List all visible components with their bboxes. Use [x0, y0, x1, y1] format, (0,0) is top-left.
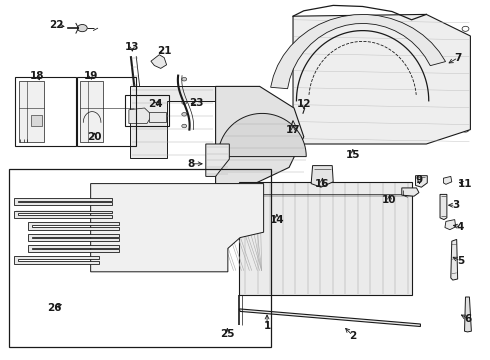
- Text: 5: 5: [457, 256, 464, 266]
- Polygon shape: [451, 239, 458, 280]
- Text: 17: 17: [286, 125, 300, 135]
- Bar: [15, 77, 76, 146]
- Bar: [125, 95, 169, 126]
- Text: 13: 13: [125, 42, 140, 52]
- Polygon shape: [293, 14, 470, 144]
- Polygon shape: [19, 81, 44, 142]
- Text: 21: 21: [157, 46, 172, 56]
- Polygon shape: [416, 176, 427, 187]
- Polygon shape: [130, 86, 216, 158]
- Text: 11: 11: [458, 179, 473, 189]
- Bar: [31, 115, 42, 126]
- Bar: [77, 77, 136, 146]
- Polygon shape: [28, 222, 119, 230]
- Circle shape: [247, 288, 253, 292]
- Text: 16: 16: [315, 179, 330, 189]
- Text: 9: 9: [416, 175, 423, 185]
- Polygon shape: [465, 297, 471, 332]
- Polygon shape: [239, 182, 412, 295]
- Polygon shape: [402, 188, 419, 196]
- Circle shape: [368, 288, 374, 292]
- Polygon shape: [28, 234, 119, 241]
- Circle shape: [399, 288, 405, 292]
- Text: 12: 12: [296, 99, 311, 109]
- Circle shape: [300, 113, 307, 118]
- Circle shape: [182, 101, 187, 104]
- Text: 24: 24: [148, 99, 163, 109]
- Polygon shape: [91, 184, 264, 272]
- Polygon shape: [14, 198, 112, 205]
- Circle shape: [308, 288, 314, 292]
- Polygon shape: [311, 166, 333, 187]
- Circle shape: [277, 288, 283, 292]
- Text: 20: 20: [87, 132, 102, 142]
- Polygon shape: [206, 144, 229, 176]
- Text: 4: 4: [457, 222, 465, 232]
- Text: 1: 1: [264, 321, 270, 331]
- Circle shape: [182, 112, 187, 116]
- Polygon shape: [440, 194, 447, 220]
- Circle shape: [77, 24, 87, 32]
- Circle shape: [338, 288, 344, 292]
- Polygon shape: [270, 14, 445, 89]
- Circle shape: [290, 126, 296, 130]
- Bar: [103, 194, 114, 202]
- Polygon shape: [80, 81, 103, 142]
- Polygon shape: [218, 113, 306, 157]
- Polygon shape: [14, 256, 99, 264]
- Text: 6: 6: [465, 314, 471, 324]
- Polygon shape: [151, 55, 167, 68]
- Polygon shape: [28, 245, 119, 252]
- Text: 10: 10: [382, 195, 397, 205]
- Polygon shape: [14, 211, 112, 218]
- Text: 18: 18: [29, 71, 44, 81]
- Text: 3: 3: [452, 200, 459, 210]
- Polygon shape: [129, 108, 152, 123]
- Text: 15: 15: [345, 150, 360, 160]
- Polygon shape: [149, 112, 166, 122]
- Text: 22: 22: [49, 20, 64, 30]
- Polygon shape: [445, 220, 456, 230]
- Bar: [9, 169, 271, 347]
- Text: 19: 19: [83, 71, 98, 81]
- Text: 2: 2: [349, 330, 356, 341]
- Text: 25: 25: [220, 329, 235, 339]
- Circle shape: [182, 77, 187, 81]
- Text: 8: 8: [188, 159, 195, 169]
- Text: 14: 14: [270, 215, 284, 225]
- Polygon shape: [239, 309, 420, 327]
- Polygon shape: [216, 86, 304, 184]
- Circle shape: [182, 89, 187, 93]
- Circle shape: [182, 124, 187, 128]
- Text: 7: 7: [454, 53, 462, 63]
- Polygon shape: [443, 176, 452, 184]
- Circle shape: [289, 119, 297, 125]
- Text: 23: 23: [189, 98, 203, 108]
- Text: 26: 26: [47, 303, 61, 313]
